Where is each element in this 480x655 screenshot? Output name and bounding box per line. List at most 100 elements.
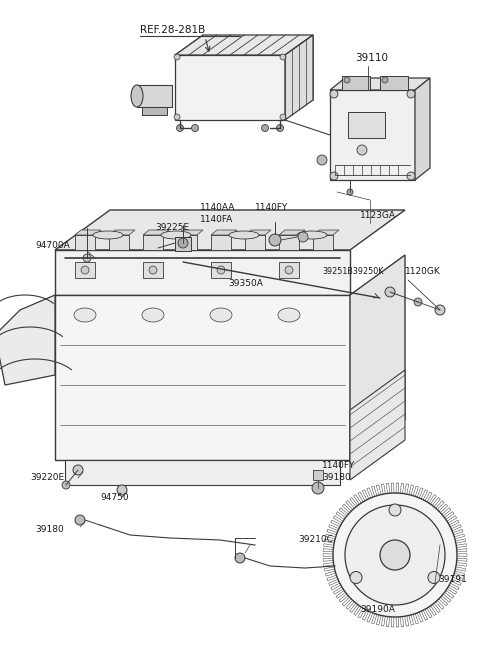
Polygon shape [350, 370, 405, 480]
Text: 94700A: 94700A [35, 242, 70, 250]
Ellipse shape [297, 231, 327, 239]
Circle shape [407, 90, 415, 98]
Polygon shape [279, 230, 305, 235]
Circle shape [344, 77, 350, 83]
Polygon shape [109, 230, 135, 235]
Circle shape [298, 232, 308, 242]
Text: 39180: 39180 [35, 525, 64, 534]
Polygon shape [75, 230, 101, 235]
Text: 39225E: 39225E [155, 223, 189, 233]
Polygon shape [143, 235, 163, 250]
Circle shape [83, 254, 91, 262]
Circle shape [285, 266, 293, 274]
Polygon shape [142, 107, 167, 115]
Circle shape [174, 114, 180, 120]
Polygon shape [55, 295, 350, 460]
Circle shape [389, 504, 401, 516]
Polygon shape [143, 230, 169, 235]
Circle shape [333, 493, 457, 617]
Polygon shape [175, 55, 285, 120]
Text: 39110: 39110 [355, 53, 388, 63]
Circle shape [73, 465, 83, 475]
Polygon shape [279, 262, 299, 278]
Polygon shape [285, 35, 313, 120]
Ellipse shape [74, 308, 96, 322]
Polygon shape [137, 85, 172, 107]
Polygon shape [143, 262, 163, 278]
Polygon shape [245, 235, 265, 250]
Polygon shape [175, 35, 313, 55]
Polygon shape [55, 210, 405, 250]
Text: 39350A: 39350A [228, 278, 263, 288]
Polygon shape [279, 235, 299, 250]
Polygon shape [342, 76, 370, 90]
Polygon shape [313, 470, 323, 480]
Text: 39220E: 39220E [30, 474, 64, 483]
Polygon shape [75, 235, 95, 250]
Text: 1140FY: 1140FY [322, 460, 355, 470]
Polygon shape [245, 230, 271, 235]
Text: 1140FA: 1140FA [200, 215, 233, 225]
Circle shape [435, 305, 445, 315]
Text: 39180: 39180 [322, 472, 351, 481]
Ellipse shape [278, 308, 300, 322]
Text: 1140AA: 1140AA [200, 204, 235, 212]
Circle shape [428, 572, 440, 584]
Polygon shape [109, 235, 129, 250]
Circle shape [149, 266, 157, 274]
Polygon shape [380, 76, 408, 90]
Polygon shape [55, 250, 350, 295]
Circle shape [217, 266, 225, 274]
Circle shape [192, 124, 199, 132]
Polygon shape [177, 230, 203, 235]
Circle shape [330, 90, 338, 98]
Circle shape [330, 172, 338, 180]
Polygon shape [313, 230, 339, 235]
Circle shape [117, 485, 127, 495]
Polygon shape [65, 460, 340, 485]
Ellipse shape [131, 85, 143, 107]
Circle shape [347, 189, 353, 195]
Text: 1123GA: 1123GA [360, 210, 396, 219]
Polygon shape [177, 235, 197, 250]
Polygon shape [75, 262, 95, 278]
Polygon shape [211, 230, 237, 235]
Polygon shape [211, 235, 231, 250]
Polygon shape [0, 295, 55, 385]
Circle shape [269, 234, 281, 246]
Text: 94750: 94750 [100, 493, 129, 502]
Circle shape [75, 515, 85, 525]
Circle shape [177, 124, 183, 132]
Ellipse shape [210, 308, 232, 322]
Circle shape [345, 505, 445, 605]
Text: 1120GK: 1120GK [405, 267, 441, 276]
Circle shape [276, 124, 284, 132]
Circle shape [235, 553, 245, 563]
Polygon shape [350, 255, 405, 460]
Polygon shape [415, 78, 430, 180]
Text: 39190A: 39190A [360, 605, 395, 614]
Text: 1140FY: 1140FY [255, 204, 288, 212]
Ellipse shape [93, 231, 123, 239]
Text: 39210C: 39210C [298, 536, 333, 544]
Polygon shape [348, 112, 385, 138]
Polygon shape [330, 78, 430, 90]
Circle shape [262, 124, 268, 132]
Circle shape [407, 172, 415, 180]
Circle shape [81, 266, 89, 274]
Text: REF.28-281B: REF.28-281B [140, 25, 205, 35]
Circle shape [350, 572, 362, 584]
Circle shape [382, 77, 388, 83]
Circle shape [312, 482, 324, 494]
Ellipse shape [142, 308, 164, 322]
Circle shape [380, 540, 410, 570]
Circle shape [174, 54, 180, 60]
Polygon shape [313, 235, 333, 250]
Circle shape [62, 481, 70, 489]
Circle shape [280, 54, 286, 60]
Circle shape [280, 114, 286, 120]
Circle shape [414, 298, 422, 306]
Circle shape [385, 287, 395, 297]
Circle shape [178, 238, 188, 248]
Polygon shape [330, 90, 415, 180]
